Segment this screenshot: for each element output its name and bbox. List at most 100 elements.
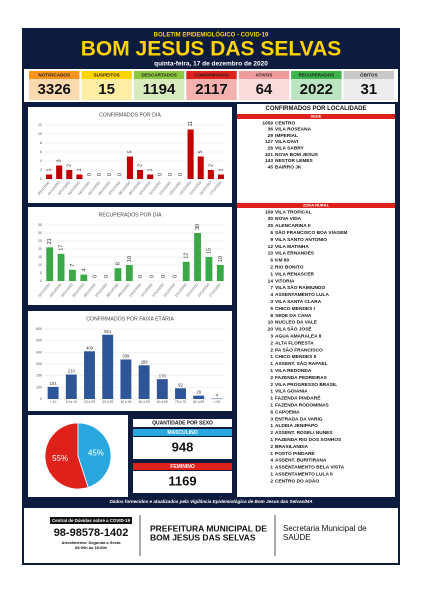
value-label: 0: [161, 275, 167, 278]
locality-name: CENTRO: [275, 120, 296, 126]
value-label: 10: [127, 256, 133, 262]
value-label: 0: [97, 173, 103, 176]
locality-name: BAIRRO JK: [275, 164, 302, 170]
locality-name: NOVA BOM JESUS: [275, 152, 319, 158]
value-label: 210: [68, 369, 76, 374]
stat-label: DESCARTADOS: [142, 73, 177, 78]
y-tick-label: 35: [38, 223, 42, 227]
bar: [138, 365, 150, 399]
locality-name: FAZENDA PEDREIRAS: [275, 375, 328, 381]
value-label: 4: [81, 269, 87, 272]
prefeitura: BOM JESUS DAS SELVAS: [150, 532, 256, 542]
value-label: 551: [104, 329, 112, 334]
locality-count: 7: [270, 285, 273, 291]
x-tick-label: 80 a 89: [193, 400, 204, 404]
value-label: 0: [150, 275, 156, 278]
locality-name: ASSENTAMENTO LULA: [275, 292, 329, 298]
locality-name: VILA PROGRESSO BRASIL: [275, 382, 337, 388]
stat-value: 2022: [300, 81, 333, 98]
stat-label: NOTIFICADOS: [38, 73, 70, 78]
locality-name: BRASILANDIA: [275, 444, 309, 450]
locality-name: ASSENTAMENTO LULA II: [275, 471, 333, 477]
locality-name: NESTOR LEMES: [275, 158, 314, 164]
bar: [187, 129, 194, 179]
stat-label: ATIVOS: [256, 73, 273, 78]
y-tick-label: 400: [36, 350, 42, 354]
locality-count: 1059: [262, 120, 273, 126]
x-tick-label: 40 a 49: [120, 400, 131, 404]
value-label: 0: [87, 173, 93, 176]
contact-hours: 08:00h às 18:00h: [75, 545, 108, 550]
secretaria: SAÚDE: [283, 533, 311, 542]
stat-label: ÓBITOS: [360, 71, 378, 78]
locality-name: NOVA VIDA: [275, 216, 302, 222]
locality-name: FAZENDA RIO DOS SONHOS: [275, 437, 342, 443]
value-label: 7: [70, 264, 76, 267]
stat-box: [343, 79, 394, 100]
value-label: 92: [178, 382, 183, 387]
pie-slice: [77, 422, 112, 488]
bar: [46, 247, 54, 281]
locality-name: ASSENT. ROSELI NUNES: [275, 430, 333, 436]
locality-count: 2: [270, 478, 273, 484]
y-tick-label: 600: [36, 327, 42, 331]
locality-name: VILA SANTO ANTONIO: [275, 237, 327, 243]
value-label: 0: [117, 173, 123, 176]
locality-name: VILA SÃO JOSÉ: [275, 325, 312, 333]
locality-name: VILA MATINHA: [275, 244, 309, 250]
locality-count: 1: [270, 389, 273, 395]
contact-hours: Atendimento: Segunda a Sexta: [62, 540, 122, 545]
value-label: 104: [50, 381, 58, 386]
stat-value: 3326: [38, 81, 71, 98]
bar: [197, 156, 204, 179]
bar: [114, 268, 122, 281]
bar: [182, 261, 190, 281]
locality-name: CAPOEMA: [275, 409, 300, 415]
section-name: ZONA RURAL: [303, 203, 330, 208]
stat-box: [81, 79, 132, 100]
locality-name: VILA DAVI: [275, 139, 299, 145]
locality-name: ASSENT. BURITIRANA: [275, 458, 327, 464]
locality-name: NUCLEO DA VALE: [275, 320, 318, 326]
locality-name: VILA SÃO RAIMUNDO: [275, 284, 325, 291]
locality-count: 2: [270, 382, 273, 388]
locality-count: 1: [270, 465, 273, 471]
value-label: 0: [178, 173, 184, 176]
locality-count: 1: [270, 437, 273, 443]
bar: [56, 165, 63, 179]
sex-title: QUANTIDADE POR SEXO: [152, 420, 213, 426]
locality-count: 321: [265, 152, 273, 158]
locality-count: 10: [268, 251, 274, 257]
value-label: 2: [67, 164, 73, 167]
value-label: 15: [206, 248, 212, 254]
sex-value-box: [133, 471, 232, 493]
locality-count: 143: [265, 158, 273, 164]
stat-value: 31: [360, 81, 377, 98]
locality-count: 30: [268, 216, 274, 222]
locality-count: 6: [270, 258, 273, 264]
locality-name: FAZENDA PINDARÉ: [275, 394, 321, 402]
locality-count: 1: [270, 402, 273, 408]
locality-name: VILA ROSEANA: [275, 127, 312, 133]
locality-name: ALENCARINA II: [275, 223, 311, 229]
locality-name: ASSENTAMENTO BELA VISTA: [275, 465, 345, 471]
stat-strip: [29, 71, 80, 79]
locality-name: ALDEIA JENIPAPO: [275, 423, 318, 429]
stat-value: 2117: [195, 81, 228, 98]
y-tick-label: 10: [38, 132, 42, 136]
source-note: Dados fornecidos e atualizados pela Vigi…: [109, 499, 312, 504]
bar: [66, 170, 73, 179]
locality-count: 9: [270, 237, 273, 243]
locality-name: CENTRO DO ADÃO: [275, 477, 319, 484]
pie-slice: [44, 422, 89, 490]
x-tick-label: 30 a 39: [102, 400, 113, 404]
value-label: 3: [57, 159, 63, 162]
locality-name: KM 80: [275, 258, 289, 264]
stat-box: [291, 79, 342, 100]
locality-name: CHICO MENDES I: [275, 306, 316, 312]
value-label: 30: [195, 224, 201, 230]
bar: [69, 269, 76, 281]
value-label: 170: [159, 373, 167, 378]
sex-label-bar: [133, 429, 232, 436]
locality-name: VILA TROPICAL: [275, 209, 312, 215]
